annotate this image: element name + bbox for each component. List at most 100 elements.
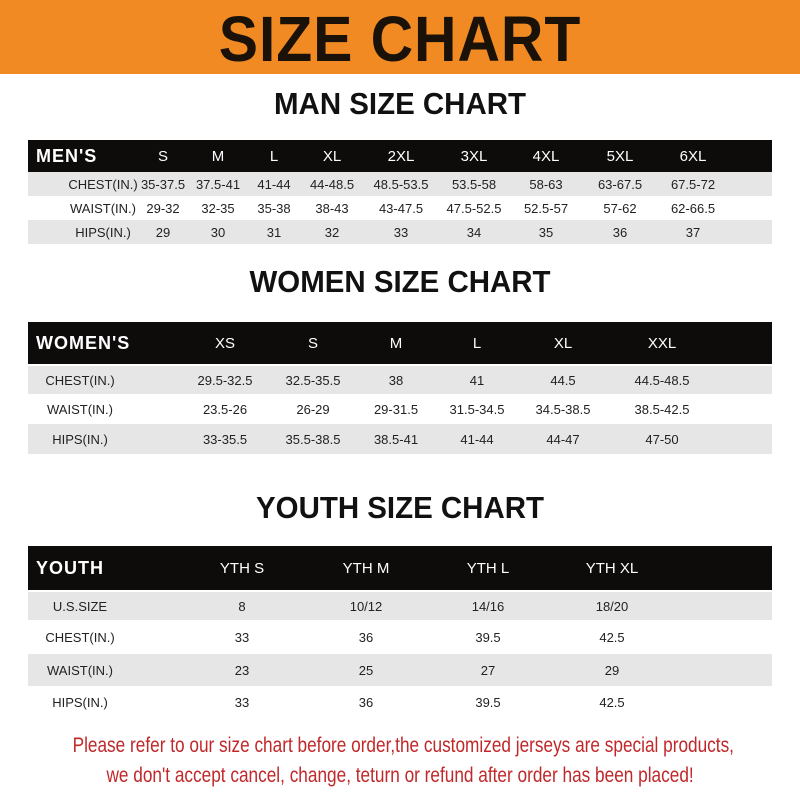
measurement-cell: 27	[480, 662, 496, 678]
size-header-cell: 2XL	[387, 147, 415, 165]
size-header-cell: M	[389, 334, 403, 352]
measurement-cell: 14/16	[471, 598, 505, 614]
row-label: WAIST(IN.)	[70, 200, 136, 216]
measurement-cell: 41-44	[460, 431, 494, 447]
row-label: U.S.SIZE	[52, 598, 108, 614]
size-header-cell: S	[157, 147, 169, 165]
table-header-row: WOMEN'S XS S M L XL XXL	[28, 322, 772, 364]
measurement-cell: 39.5	[475, 694, 501, 710]
row-label: WAIST(IN.)	[47, 662, 113, 678]
table-title-cell: YOUTH	[36, 557, 104, 578]
measurement-cell: 44-48.5	[309, 176, 355, 192]
measurement-cell: 29	[155, 224, 171, 240]
measurement-cell: 8	[238, 598, 246, 614]
notice-line-2: we don't accept cancel, change, teturn o…	[0, 764, 800, 788]
size-header-cell: L	[269, 147, 279, 165]
measurement-cell: 47.5-52.5	[446, 200, 502, 216]
notice-text-1: Please refer to our size chart before or…	[72, 734, 734, 757]
table-header-row: MEN'S S M L XL 2XL 3XL 4XL 5XL 6XL	[28, 140, 772, 172]
measurement-cell: 44.5	[550, 372, 576, 388]
banner: SIZE CHART	[0, 0, 800, 75]
measurement-cell: 43-47.5	[378, 200, 424, 216]
row-label: HIPS(IN.)	[52, 694, 108, 710]
measurement-cell: 36	[358, 694, 374, 710]
measurement-cell: 58-63	[529, 176, 563, 192]
notice-text-2: we don't accept cancel, change, teturn o…	[106, 764, 694, 787]
measurement-cell: 52.5-57	[523, 200, 569, 216]
table-row: WAIST(IN.) 29-32 32-35 35-38 38-43 43-47.5 47.…	[28, 196, 772, 220]
measurement-cell: 44-47	[546, 431, 580, 447]
size-header-cell: YTH S	[219, 559, 265, 577]
table-row: CHEST(IN.) 29.5-32.5 32.5-35.5 38 41 44.5 44.5…	[28, 366, 772, 394]
measurement-cell: 38.5-42.5	[634, 401, 690, 417]
measurement-cell: 35	[538, 224, 554, 240]
size-header-cell: S	[307, 334, 319, 352]
size-header-cell: M	[211, 147, 225, 165]
size-header-cell: 4XL	[532, 147, 560, 165]
measurement-cell: 29-31.5	[373, 401, 419, 417]
size-header-cell: 3XL	[460, 147, 488, 165]
row-label: HIPS(IN.)	[75, 224, 131, 240]
table-row: CHEST(IN.) 33 36 39.5 42.5	[28, 620, 772, 654]
size-header-cell: L	[472, 334, 482, 352]
measurement-cell: 39.5	[475, 629, 501, 645]
measurement-cell: 29-32	[146, 200, 180, 216]
measurement-cell: 32-35	[201, 200, 235, 216]
measurement-cell: 34.5-38.5	[535, 401, 591, 417]
measurement-cell: 44.5-48.5	[634, 372, 690, 388]
size-header-cell: YTH XL	[585, 559, 639, 577]
measurement-cell: 18/20	[595, 598, 629, 614]
measurement-cell: 30	[210, 224, 226, 240]
measurement-cell: 35-38	[257, 200, 291, 216]
measurement-cell: 34	[466, 224, 482, 240]
men-section-title: MAN SIZE CHART	[274, 86, 526, 121]
measurement-cell: 29	[604, 662, 620, 678]
table-header-row: YOUTH YTH S YTH M YTH L YTH XL	[28, 546, 772, 590]
size-header-cell: YTH L	[466, 559, 510, 577]
measurement-cell: 32.5-35.5	[285, 372, 341, 388]
size-header-cell: XL	[322, 147, 342, 165]
measurement-cell: 23	[234, 662, 250, 678]
measurement-cell: 26-29	[296, 401, 330, 417]
size-header-cell: 5XL	[606, 147, 634, 165]
table-row: WAIST(IN.) 23.5-26 26-29 29-31.5 31.5-34.5 34…	[28, 394, 772, 424]
table-row: HIPS(IN.) 33-35.5 35.5-38.5 38.5-41 41-44 44-…	[28, 424, 772, 454]
size-header-cell: XXL	[647, 334, 677, 352]
row-label: CHEST(IN.)	[68, 176, 138, 192]
table-row: WAIST(IN.) 23 25 27 29	[28, 654, 772, 686]
measurement-cell: 63-67.5	[597, 176, 643, 192]
measurement-cell: 35.5-38.5	[285, 431, 341, 447]
measurement-cell: 23.5-26	[202, 401, 248, 417]
notice-line-1: Please refer to our size chart before or…	[0, 734, 800, 758]
measurement-cell: 29.5-32.5	[197, 372, 253, 388]
table-row: HIPS(IN.) 33 36 39.5 42.5	[28, 686, 772, 718]
measurement-cell: 32	[324, 224, 340, 240]
measurement-cell: 35-37.5	[140, 176, 186, 192]
size-header-cell: XL	[553, 334, 573, 352]
measurement-cell: 33	[234, 629, 250, 645]
women-section-title: WOMEN SIZE CHART	[249, 264, 551, 299]
measurement-cell: 48.5-53.5	[373, 176, 429, 192]
row-label: CHEST(IN.)	[45, 629, 115, 645]
row-label: CHEST(IN.)	[45, 372, 115, 388]
measurement-cell: 37	[685, 224, 701, 240]
row-label: WAIST(IN.)	[47, 401, 113, 417]
measurement-cell: 10/12	[349, 598, 383, 614]
measurement-cell: 33	[234, 694, 250, 710]
measurement-cell: 36	[358, 629, 374, 645]
table-row: U.S.SIZE 8 10/12 14/16 18/20	[28, 592, 772, 620]
measurement-cell: 41	[469, 372, 485, 388]
measurement-cell: 31.5-34.5	[449, 401, 505, 417]
measurement-cell: 31	[266, 224, 282, 240]
table-title-cell: WOMEN'S	[36, 332, 131, 353]
measurement-cell: 38.5-41	[373, 431, 419, 447]
measurement-cell: 42.5	[599, 694, 625, 710]
measurement-cell: 57-62	[603, 200, 637, 216]
banner-title: SIZE CHART	[218, 3, 582, 75]
measurement-cell: 33	[393, 224, 409, 240]
row-label: HIPS(IN.)	[52, 431, 108, 447]
measurement-cell: 67.5-72	[670, 176, 716, 192]
measurement-cell: 33-35.5	[202, 431, 248, 447]
measurement-cell: 42.5	[599, 629, 625, 645]
measurement-cell: 38	[388, 372, 404, 388]
